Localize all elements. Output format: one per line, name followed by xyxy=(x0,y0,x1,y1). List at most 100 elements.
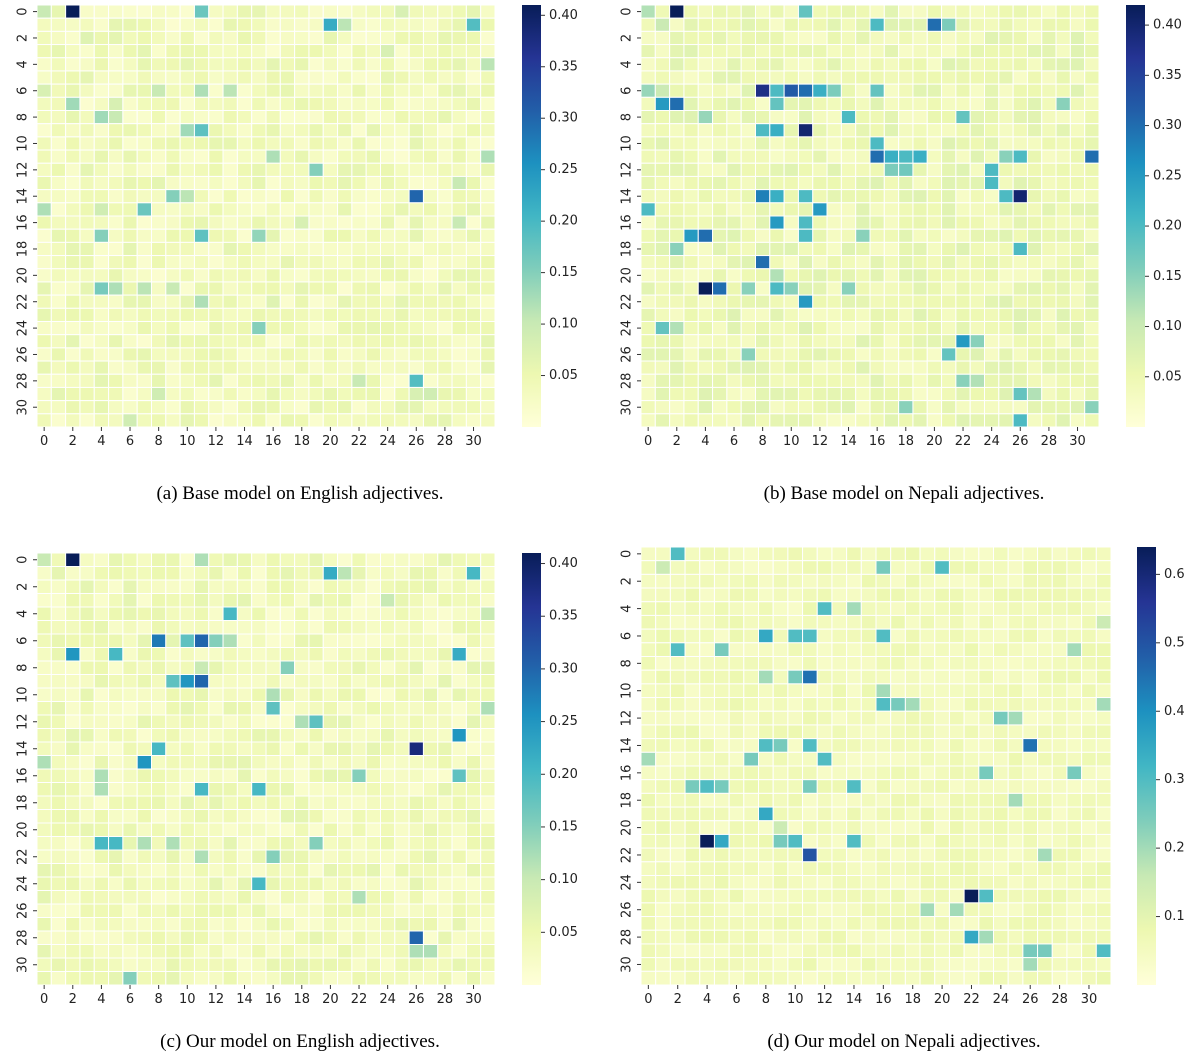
heatmap-cell xyxy=(108,593,124,608)
heatmap-cell xyxy=(898,307,914,322)
heatmap-cell xyxy=(380,334,396,349)
heatmap-cell xyxy=(640,916,657,931)
heatmap-cell xyxy=(108,728,124,743)
heatmap-cell xyxy=(437,944,453,959)
heatmap-cell xyxy=(1007,546,1024,562)
heatmap-cell xyxy=(122,647,138,662)
heatmap-cell xyxy=(797,215,814,230)
heatmap-cell xyxy=(941,57,957,72)
heatmap-cell xyxy=(251,294,267,309)
heatmap-cell xyxy=(1012,400,1028,415)
heatmap-cell xyxy=(465,728,482,743)
heatmap-cell xyxy=(108,768,124,783)
heatmap-cell xyxy=(654,347,671,362)
heatmap-cell xyxy=(480,83,496,98)
heatmap-cell xyxy=(783,281,799,296)
heatmap-cell xyxy=(860,656,877,671)
heatmap-cell xyxy=(669,943,686,959)
heatmap-cell xyxy=(136,836,153,851)
heatmap-cell xyxy=(898,30,914,46)
heatmap-cell xyxy=(465,347,482,362)
heatmap-cell xyxy=(740,17,757,32)
heatmap-cell xyxy=(151,400,167,415)
heatmap-cell xyxy=(743,779,759,794)
heatmap-cell xyxy=(669,765,686,781)
heatmap-cell xyxy=(122,687,138,702)
heatmap-cell xyxy=(1051,697,1068,712)
heatmap-cell xyxy=(308,620,324,635)
heatmap-cell xyxy=(36,552,52,567)
heatmap-cell xyxy=(912,57,928,72)
heatmap-cell xyxy=(713,820,730,835)
heatmap-cell xyxy=(743,861,759,876)
heatmap-cell xyxy=(699,847,715,863)
heatmap-cell xyxy=(984,136,1000,151)
heatmap-cell xyxy=(365,741,382,756)
heatmap-cell xyxy=(294,687,310,702)
heatmap-cell xyxy=(1026,307,1043,322)
heatmap-cell xyxy=(351,687,367,702)
heatmap-cell xyxy=(351,930,367,945)
heatmap-cell xyxy=(912,4,928,19)
heatmap-cell xyxy=(50,228,67,243)
heatmap-cell xyxy=(1055,241,1071,257)
heatmap-cell xyxy=(208,944,224,959)
heatmap-cell xyxy=(783,57,799,72)
heatmap-cell xyxy=(1055,400,1071,415)
heatmap-cell xyxy=(422,413,439,428)
heatmap-cell xyxy=(93,307,110,322)
heatmap-cell xyxy=(380,957,396,972)
heatmap-cell xyxy=(1022,669,1039,685)
heatmap-cell xyxy=(1066,957,1083,972)
heatmap-cell xyxy=(1095,929,1112,945)
heatmap-cell xyxy=(294,294,310,309)
heatmap-cell xyxy=(122,917,138,932)
heatmap-cell xyxy=(279,321,296,336)
heatmap-cell xyxy=(669,875,686,890)
heatmap-cell xyxy=(93,241,110,257)
heatmap-cell xyxy=(465,162,482,177)
heatmap-cell xyxy=(36,728,52,743)
heatmap-cell xyxy=(136,83,153,98)
heatmap-cell xyxy=(50,175,67,191)
heatmap-cell xyxy=(308,281,324,296)
heatmap-cell xyxy=(394,768,410,783)
heatmap-cell xyxy=(422,768,439,783)
heatmap-cell xyxy=(251,728,267,743)
y-tick-label: 6 xyxy=(16,87,31,95)
heatmap-cell xyxy=(912,17,928,32)
heatmap-cell xyxy=(883,373,900,388)
heatmap-cell xyxy=(926,202,943,217)
heatmap-cell xyxy=(955,136,971,151)
heatmap-cell xyxy=(712,255,728,270)
heatmap-cell xyxy=(79,189,95,204)
heatmap-cell xyxy=(840,228,857,243)
heatmap-cell xyxy=(222,930,238,945)
heatmap-cell xyxy=(480,660,496,675)
heatmap-cell xyxy=(394,822,410,837)
heatmap-cell xyxy=(222,413,238,428)
heatmap-cell xyxy=(1041,228,1057,243)
heatmap-cell xyxy=(351,890,367,905)
heatmap-cell xyxy=(654,83,671,98)
heatmap-cell xyxy=(669,724,686,740)
heatmap-cell xyxy=(108,110,124,125)
heatmap-cell xyxy=(265,593,281,608)
x-tick-label: 14 xyxy=(846,992,863,1007)
heatmap-cell xyxy=(193,795,210,810)
heatmap-cell xyxy=(984,400,1000,415)
heatmap-cell xyxy=(769,175,785,191)
heatmap-cell xyxy=(912,123,928,138)
heatmap-cell xyxy=(380,373,396,388)
heatmap-cell xyxy=(251,321,267,336)
y-tick-label: 10 xyxy=(620,682,635,699)
heatmap-cell xyxy=(654,96,671,111)
heatmap-cell xyxy=(351,714,367,729)
heatmap-cell xyxy=(308,17,324,32)
heatmap-cell xyxy=(65,110,81,125)
heatmap-cell xyxy=(669,189,685,204)
heatmap-cell xyxy=(955,307,971,322)
heatmap-cell xyxy=(193,957,210,972)
heatmap-cell xyxy=(422,606,439,621)
x-tick-label: 4 xyxy=(703,992,711,1007)
